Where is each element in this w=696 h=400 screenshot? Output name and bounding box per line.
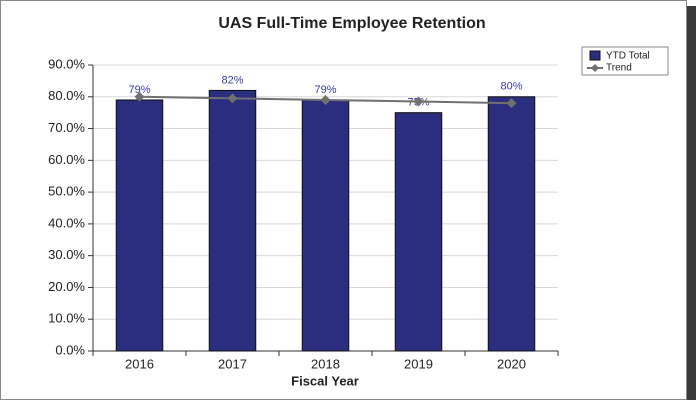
y-tick-label: 60.0%: [48, 152, 85, 167]
y-tick-label: 40.0%: [48, 215, 85, 230]
value-label: 79%: [314, 84, 336, 96]
y-tick-label: 0.0%: [55, 342, 85, 357]
trend-marker: [320, 94, 331, 105]
bar: [487, 96, 536, 352]
trend-marker: [506, 98, 517, 109]
x-axis-title: Fiscal Year: [291, 373, 359, 388]
legend-label: Trend: [606, 63, 632, 74]
y-tick-label: 10.0%: [48, 311, 85, 326]
value-label: 80%: [500, 81, 522, 93]
chart-title: UAS Full-Time Employee Retention: [218, 15, 485, 32]
value-label: 82%: [221, 74, 243, 86]
trend-marker: [413, 96, 424, 107]
value-label: 79%: [128, 84, 150, 96]
y-tick-label: 90.0%: [48, 56, 85, 71]
y-tick-label: 70.0%: [48, 120, 85, 135]
x-tick-label: 2017: [218, 356, 247, 371]
legend-marker: [591, 64, 599, 72]
y-tick-label: 50.0%: [48, 184, 85, 199]
x-tick-label: 2016: [125, 356, 154, 371]
x-tick-label: 2019: [404, 356, 433, 371]
legend-label: YTD Total: [606, 51, 650, 62]
bar: [115, 99, 164, 352]
x-tick-label: 2018: [311, 356, 340, 371]
y-tick-label: 30.0%: [48, 247, 85, 262]
legend-swatch: [589, 50, 601, 61]
y-tick-label: 80.0%: [48, 88, 85, 103]
bar: [394, 112, 443, 352]
trend-marker: [134, 91, 145, 102]
trend-marker: [227, 93, 238, 104]
bar: [301, 99, 350, 352]
x-tick-label: 2020: [497, 356, 526, 371]
y-tick-label: 20.0%: [48, 279, 85, 294]
bar: [208, 89, 257, 352]
